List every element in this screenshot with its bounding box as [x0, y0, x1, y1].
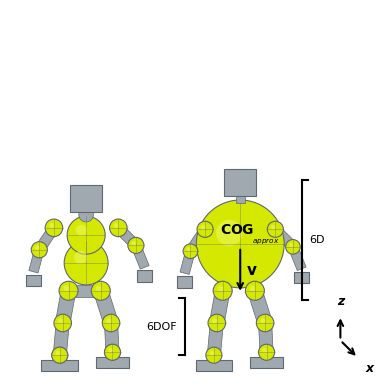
- Circle shape: [55, 351, 60, 355]
- Circle shape: [249, 286, 255, 291]
- Circle shape: [109, 219, 127, 237]
- Circle shape: [212, 318, 217, 324]
- Polygon shape: [29, 249, 44, 273]
- FancyBboxPatch shape: [294, 272, 309, 284]
- FancyBboxPatch shape: [251, 357, 283, 368]
- Circle shape: [54, 314, 71, 332]
- Circle shape: [67, 216, 105, 254]
- Text: $\mathbf{COG}$: $\mathbf{COG}$: [220, 223, 255, 237]
- Circle shape: [286, 239, 300, 254]
- Polygon shape: [53, 322, 69, 356]
- Polygon shape: [35, 225, 58, 253]
- Circle shape: [210, 351, 214, 355]
- Circle shape: [95, 286, 101, 291]
- Polygon shape: [94, 289, 118, 325]
- Polygon shape: [180, 250, 195, 274]
- Circle shape: [58, 318, 63, 324]
- FancyBboxPatch shape: [224, 169, 256, 196]
- Polygon shape: [115, 224, 140, 249]
- Circle shape: [208, 314, 225, 332]
- Circle shape: [132, 241, 136, 246]
- FancyBboxPatch shape: [26, 275, 41, 286]
- Circle shape: [256, 314, 274, 332]
- Circle shape: [183, 244, 198, 258]
- Polygon shape: [55, 289, 76, 324]
- Polygon shape: [236, 190, 244, 203]
- Circle shape: [267, 221, 283, 237]
- Circle shape: [262, 348, 267, 353]
- Circle shape: [217, 286, 223, 291]
- Circle shape: [245, 281, 264, 300]
- Polygon shape: [272, 226, 296, 251]
- Circle shape: [201, 225, 206, 230]
- Polygon shape: [69, 285, 101, 296]
- Circle shape: [104, 344, 121, 360]
- Polygon shape: [132, 244, 149, 269]
- Circle shape: [64, 241, 108, 285]
- Polygon shape: [104, 323, 119, 353]
- Circle shape: [216, 220, 242, 246]
- Circle shape: [52, 347, 68, 363]
- Circle shape: [206, 347, 222, 363]
- Polygon shape: [248, 289, 272, 325]
- Circle shape: [74, 251, 87, 264]
- FancyBboxPatch shape: [137, 270, 152, 282]
- Circle shape: [197, 221, 213, 237]
- Polygon shape: [82, 215, 90, 223]
- Circle shape: [45, 219, 63, 237]
- Circle shape: [76, 225, 87, 236]
- Circle shape: [91, 281, 110, 300]
- FancyBboxPatch shape: [96, 357, 128, 368]
- Polygon shape: [210, 289, 230, 324]
- Circle shape: [63, 286, 69, 291]
- Circle shape: [271, 225, 276, 230]
- Text: z: z: [337, 294, 344, 308]
- FancyBboxPatch shape: [177, 276, 192, 288]
- Circle shape: [52, 347, 68, 363]
- FancyBboxPatch shape: [196, 360, 232, 371]
- Text: $_{approx}$: $_{approx}$: [252, 237, 279, 248]
- Circle shape: [108, 348, 113, 353]
- Polygon shape: [186, 227, 210, 254]
- Circle shape: [31, 242, 47, 258]
- Circle shape: [186, 247, 191, 251]
- FancyBboxPatch shape: [42, 360, 78, 371]
- Polygon shape: [289, 245, 306, 270]
- Circle shape: [213, 281, 232, 300]
- Circle shape: [49, 223, 54, 228]
- Polygon shape: [258, 323, 273, 353]
- Circle shape: [102, 314, 120, 332]
- Circle shape: [196, 200, 284, 288]
- Circle shape: [258, 344, 275, 360]
- Text: x: x: [365, 362, 374, 375]
- Circle shape: [79, 207, 94, 222]
- Circle shape: [114, 223, 119, 228]
- Circle shape: [260, 318, 265, 324]
- Text: 6D: 6D: [309, 234, 324, 244]
- FancyBboxPatch shape: [70, 185, 102, 212]
- Circle shape: [104, 344, 121, 360]
- Circle shape: [289, 243, 293, 247]
- Circle shape: [106, 318, 111, 324]
- Circle shape: [59, 281, 78, 300]
- Text: 6DOF: 6DOF: [147, 322, 177, 332]
- Polygon shape: [207, 322, 223, 356]
- Text: $\mathbf{v}$: $\mathbf{v}$: [246, 263, 258, 278]
- Circle shape: [128, 237, 144, 253]
- Circle shape: [35, 245, 40, 250]
